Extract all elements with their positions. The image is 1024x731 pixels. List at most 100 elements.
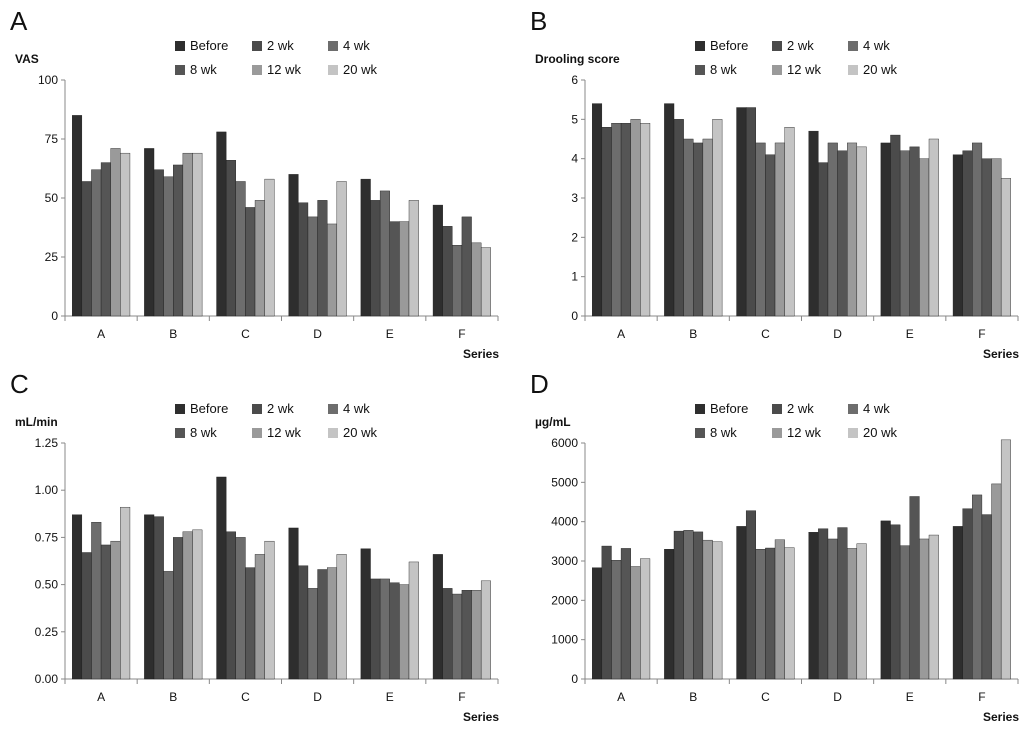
bar-d-C-1 <box>745 510 756 680</box>
bar-c-E-2 <box>379 578 390 680</box>
bar-c-C-3 <box>245 567 256 680</box>
bar-a-C-3 <box>245 207 256 317</box>
bar-b-B-5 <box>712 119 723 317</box>
bar-c-A-4 <box>110 540 121 680</box>
bar-b-A-5 <box>640 123 651 317</box>
panel-label-c: C <box>10 369 29 399</box>
legend-label-d-5: 20 wk <box>863 425 897 440</box>
chart-d-svg: Dµg/mL Before 2 wk 4 wk 8 wk 12 wk 20 wk 0 1000 2… <box>530 369 1019 724</box>
bar-a-E-1 <box>370 200 381 317</box>
y-tick-label-d-3: 3000 <box>551 554 578 568</box>
legend-swatch-d-5 <box>848 428 858 438</box>
bar-b-E-5 <box>928 138 939 317</box>
legend-swatch-a-5 <box>328 65 338 75</box>
y-axis-label-c: mL/min <box>15 415 58 429</box>
bar-b-E-2 <box>899 150 910 317</box>
bar-c-E-3 <box>389 582 400 680</box>
bar-b-C-3 <box>765 154 776 317</box>
y-tick-label-b-4: 4 <box>571 152 578 166</box>
bar-c-C-2 <box>235 537 246 680</box>
bar-b-B-4 <box>702 138 713 317</box>
legend-swatch-c-0 <box>175 404 185 414</box>
bar-c-E-0 <box>360 548 371 680</box>
bar-a-D-1 <box>298 202 309 317</box>
x-tick-label-b-2: C <box>761 327 770 341</box>
bar-a-E-2 <box>379 190 390 317</box>
legend-label-c-4: 12 wk <box>267 425 301 440</box>
legend-swatch-c-2 <box>328 404 338 414</box>
bar-b-F-5 <box>1000 178 1011 317</box>
bar-c-F-4 <box>471 590 482 680</box>
bar-d-C-0 <box>736 526 747 680</box>
legend-label-b-2: 4 wk <box>863 38 890 53</box>
bar-d-C-3 <box>765 547 776 680</box>
bar-a-A-0 <box>72 115 83 317</box>
legend-swatch-a-4 <box>252 65 262 75</box>
bar-b-D-2 <box>827 142 838 317</box>
bar-b-E-0 <box>880 142 891 317</box>
bar-c-F-2 <box>452 593 463 680</box>
bar-c-F-0 <box>432 554 443 680</box>
bar-a-F-4 <box>471 242 482 317</box>
bar-b-B-2 <box>683 138 694 317</box>
y-axis-label-b: Drooling score <box>535 52 620 66</box>
panel-label-a: A <box>10 6 28 36</box>
y-tick-label-d-1: 1000 <box>551 633 578 647</box>
chart-c-svg: CmL/min Before 2 wk 4 wk 8 wk 12 wk 20 wk 0.00 0… <box>10 369 499 724</box>
bar-a-D-3 <box>317 200 328 317</box>
bar-b-B-1 <box>673 119 684 317</box>
bar-d-A-1 <box>601 545 612 680</box>
x-tick-label-d-0: A <box>617 690 625 704</box>
legend-label-a-5: 20 wk <box>343 62 377 77</box>
legend-swatch-c-4 <box>252 428 262 438</box>
bar-a-B-5 <box>192 152 203 317</box>
bar-a-D-5 <box>336 181 347 317</box>
y-tick-label-c-1: 0.25 <box>35 625 59 639</box>
bar-b-F-4 <box>991 158 1002 317</box>
bar-d-F-1 <box>962 508 973 680</box>
bar-d-E-4 <box>919 538 930 680</box>
bar-d-E-2 <box>899 545 910 680</box>
bar-a-A-3 <box>100 162 111 317</box>
legend-swatch-c-5 <box>328 428 338 438</box>
bar-b-D-1 <box>818 162 829 317</box>
legend-label-c-2: 4 wk <box>343 401 370 416</box>
legend-label-d-0: Before <box>710 401 748 416</box>
bar-c-C-4 <box>254 554 265 680</box>
bar-d-A-2 <box>611 560 622 680</box>
legend-swatch-a-3 <box>175 65 185 75</box>
x-tick-label-a-5: F <box>458 327 465 341</box>
bar-c-A-3 <box>100 544 111 680</box>
legend-swatch-b-5 <box>848 65 858 75</box>
x-axis-label-a: Series <box>463 347 499 361</box>
y-tick-label-c-2: 0.50 <box>35 578 59 592</box>
legend-swatch-c-3 <box>175 428 185 438</box>
x-tick-label-b-1: B <box>689 327 697 341</box>
panel-label-b: B <box>530 6 547 36</box>
bar-a-A-5 <box>120 152 131 317</box>
bar-a-C-1 <box>225 160 236 317</box>
bar-b-A-3 <box>620 123 631 317</box>
bar-c-D-1 <box>298 565 309 680</box>
bar-c-E-5 <box>408 561 419 680</box>
bar-b-A-4 <box>630 119 641 317</box>
bar-d-E-0 <box>880 520 891 680</box>
x-tick-label-b-3: D <box>833 327 842 341</box>
x-tick-label-c-1: B <box>169 690 177 704</box>
y-tick-label-b-2: 2 <box>571 230 578 244</box>
bar-d-F-2 <box>972 494 983 680</box>
legend-label-d-4: 12 wk <box>787 425 821 440</box>
bar-a-A-4 <box>110 148 121 317</box>
bar-d-A-0 <box>592 567 603 680</box>
legend-swatch-b-3 <box>695 65 705 75</box>
bar-d-E-1 <box>890 524 901 680</box>
bar-c-D-5 <box>336 554 347 680</box>
bar-c-D-2 <box>307 588 318 680</box>
legend-swatch-a-1 <box>252 41 262 51</box>
legend-label-b-1: 2 wk <box>787 38 814 53</box>
bar-d-D-2 <box>827 538 838 680</box>
chart-panel-b: B Drooling score Before 2 wk 4 wk 8 wk 12 wk 20… <box>520 0 1020 368</box>
y-tick-label-c-0: 0.00 <box>35 672 59 686</box>
legend-swatch-d-4 <box>772 428 782 438</box>
legend-label-c-0: Before <box>190 401 228 416</box>
